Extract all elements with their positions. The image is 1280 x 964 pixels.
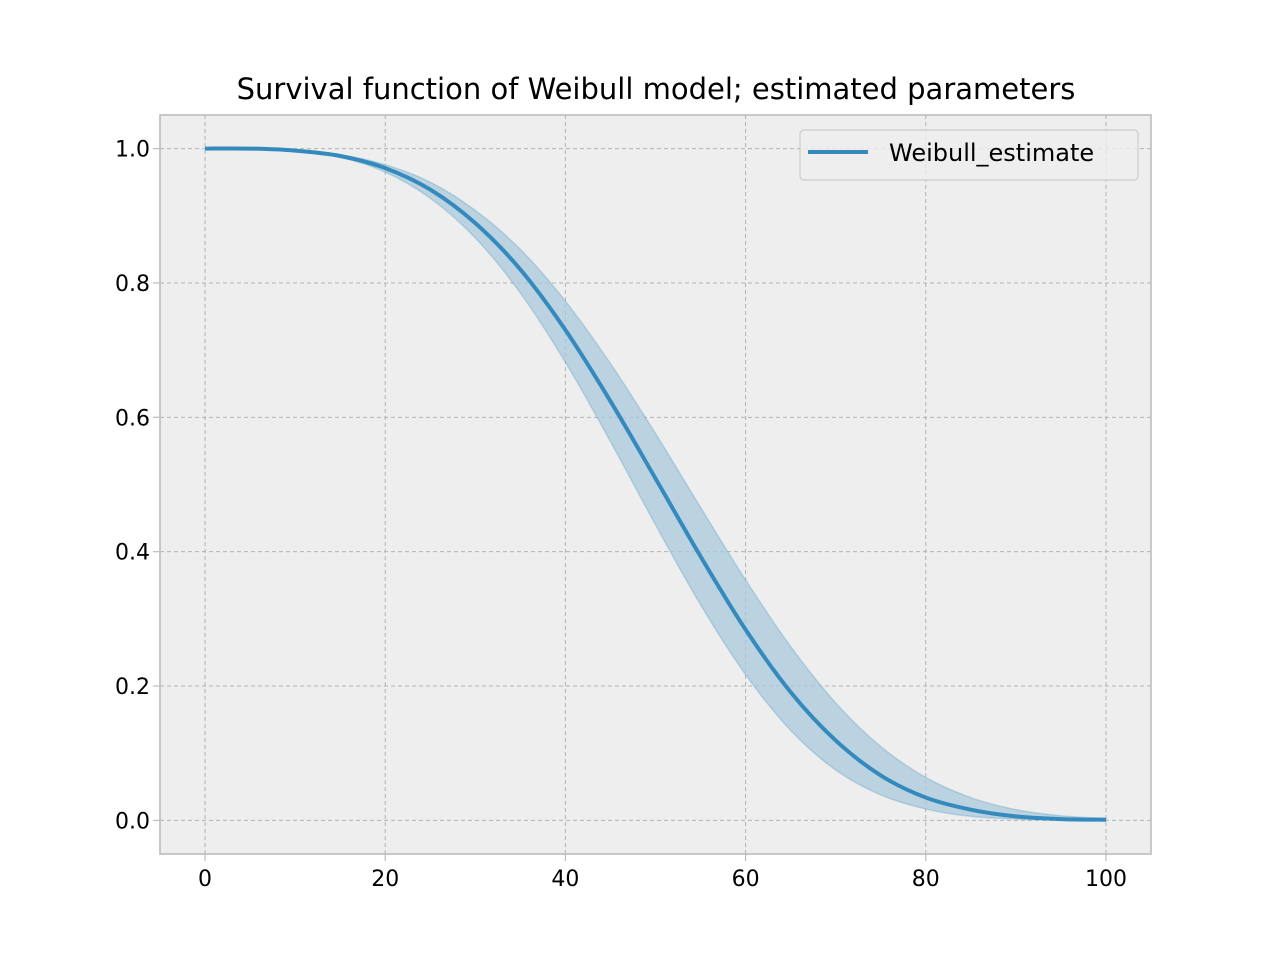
chart-title: Survival function of Weibull model; esti… xyxy=(237,72,1076,106)
y-tick-label: 0.0 xyxy=(115,809,150,834)
x-tick-label: 20 xyxy=(371,867,399,892)
y-tick-label: 0.8 xyxy=(115,272,150,297)
x-tick-label: 80 xyxy=(912,867,940,892)
legend: Weibull_estimate xyxy=(799,129,1139,181)
series-line-weibull-estimate xyxy=(205,146,1106,822)
y-tick-label: 0.2 xyxy=(115,675,150,700)
y-tick-label: 1.0 xyxy=(115,138,150,163)
y-tick-label: 0.6 xyxy=(115,406,150,431)
legend-box xyxy=(799,129,1139,181)
x-tick-label: 40 xyxy=(551,867,579,892)
plot-frame xyxy=(159,114,1152,855)
legend-label: Weibull_estimate xyxy=(889,139,1094,167)
x-tick-label: 60 xyxy=(732,867,760,892)
axis-ticks: 0 20 40 60 80 100 0.0 0.2 0.4 0.6 0.8 1.0 xyxy=(115,138,1127,892)
x-tick-label: 100 xyxy=(1085,867,1127,892)
x-tick-label: 0 xyxy=(198,867,212,892)
y-tick-label: 0.4 xyxy=(115,541,150,566)
